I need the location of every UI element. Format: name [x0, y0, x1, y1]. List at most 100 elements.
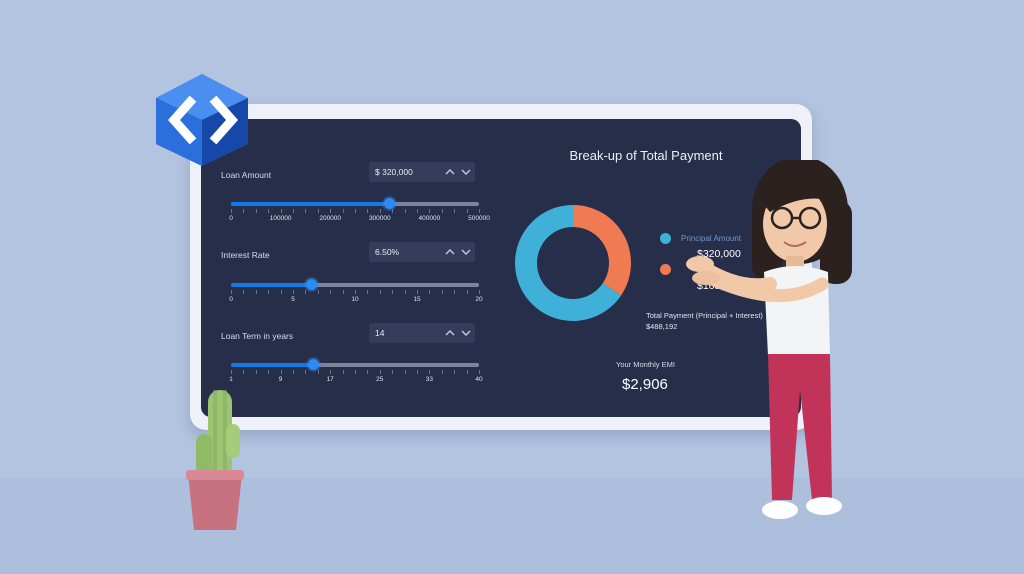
slider-tick-label: 500000 [468, 215, 490, 222]
loan-term-tick-labels: 1 9 17 25 33 40 [229, 376, 483, 386]
slider-tick [454, 209, 456, 213]
loan-amount-slider-thumb[interactable] [384, 198, 396, 209]
slider-tick [379, 290, 381, 294]
slider-tick-label: 400000 [418, 215, 441, 222]
loan-term-slider[interactable] [231, 359, 479, 370]
slider-tick [317, 370, 319, 374]
slider-tick [404, 370, 406, 374]
chevron-down-icon[interactable] [459, 165, 473, 179]
slider-tick-label: 9 [278, 376, 283, 383]
slider-tick [367, 290, 369, 294]
slider-tick [392, 290, 394, 294]
slider-tick [355, 209, 356, 213]
loan-term-slider-thumb[interactable] [308, 359, 320, 370]
slider-tick [317, 209, 319, 213]
chevron-up-icon[interactable] [443, 326, 457, 340]
slider-tick-label: 20 [475, 296, 483, 303]
slider-tick [268, 209, 270, 213]
slider-tick [280, 290, 282, 294]
slider-tick-label: 40 [475, 376, 483, 383]
slider-tick [330, 290, 332, 294]
interest-rate-tick-labels: 0 5 10 15 20 [229, 296, 483, 306]
monthly-emi-label: Your Monthly EMI [616, 360, 675, 369]
slider-tick [367, 209, 369, 213]
chevron-up-icon[interactable] [443, 245, 457, 259]
slider-tick [231, 370, 232, 374]
loan-term-ticks [231, 370, 480, 374]
slider-tick [454, 370, 456, 374]
slider-tick-label: 15 [413, 296, 421, 303]
slider-tick [231, 209, 232, 213]
slider-tick [417, 370, 418, 374]
interest-rate-input[interactable]: 6.50% [369, 242, 475, 262]
slider-tick [255, 290, 257, 294]
principal-legend-label: Principal Amount [681, 234, 742, 243]
slider-tick-label: 200000 [319, 215, 342, 222]
slider-tick [330, 370, 332, 374]
principal-slice [515, 205, 622, 321]
slider-tick [466, 370, 468, 374]
slider-tick [392, 209, 394, 213]
interest-rate-value: 6.50% [375, 247, 400, 257]
slider-tick [466, 209, 468, 213]
slider-tick [330, 209, 332, 213]
interest-rate-slider[interactable] [231, 279, 479, 290]
slider-tick [293, 209, 294, 213]
slider-tick-label: 25 [376, 376, 384, 383]
slider-tick [305, 370, 307, 374]
total-payment-value: $488,192 [646, 322, 678, 331]
loan-amount-label: Loan Amount [221, 170, 272, 180]
slider-tick [441, 370, 443, 374]
slider-tick [293, 290, 294, 294]
slider-tick-label: 100000 [269, 215, 292, 222]
slider-tick [243, 370, 245, 374]
slider-tick-label: 17 [326, 376, 334, 383]
loan-amount-slider-fill [231, 202, 390, 206]
slider-tick [255, 370, 257, 374]
chevron-down-icon[interactable] [459, 326, 473, 340]
slider-tick-label: 1 [229, 376, 233, 383]
loan-term-value: 14 [375, 328, 385, 338]
loan-term-label: Loan Term in years [221, 331, 294, 341]
slider-tick-label: 0 [229, 215, 233, 222]
slider-tick-label: 5 [291, 296, 295, 303]
slider-tick [243, 209, 245, 213]
loan-amount-slider[interactable] [231, 198, 479, 209]
interest-rate-slider-fill [231, 283, 312, 287]
loan-term-input[interactable]: 14 [369, 323, 475, 343]
slider-tick [293, 370, 294, 374]
slider-tick [342, 370, 344, 374]
slider-tick [479, 209, 480, 213]
interest-rate-slider-thumb[interactable] [306, 279, 318, 290]
chevron-down-icon[interactable] [459, 245, 473, 259]
interest-slice [573, 205, 631, 296]
slider-tick [317, 290, 319, 294]
interest-legend-dot [660, 264, 671, 275]
loan-term-slider-fill [231, 363, 314, 367]
slider-tick [367, 370, 369, 374]
presenter-character [686, 160, 852, 519]
slider-tick-label: 300000 [368, 215, 391, 222]
slider-tick [280, 209, 282, 213]
loan-amount-ticks [231, 209, 480, 213]
slider-tick [404, 290, 406, 294]
interest-rate-ticks [231, 290, 480, 294]
slider-tick [429, 209, 431, 213]
slider-tick [305, 209, 307, 213]
blazor-cube-logo-icon [156, 74, 248, 166]
slider-tick [479, 370, 480, 374]
slider-tick [342, 290, 344, 294]
loan-amount-input[interactable]: $ 320,000 [369, 162, 475, 182]
donut-chart [515, 205, 631, 321]
loan-amount-value: $ 320,000 [375, 167, 413, 177]
cactus-plant [186, 390, 244, 530]
slider-tick [243, 290, 245, 294]
slider-tick [429, 290, 431, 294]
slider-tick [355, 370, 356, 374]
chevron-up-icon[interactable] [443, 165, 457, 179]
slider-tick [441, 290, 443, 294]
slider-tick [231, 290, 232, 294]
slider-tick [404, 209, 406, 213]
principal-legend-dot [660, 233, 671, 244]
slider-tick [268, 290, 270, 294]
